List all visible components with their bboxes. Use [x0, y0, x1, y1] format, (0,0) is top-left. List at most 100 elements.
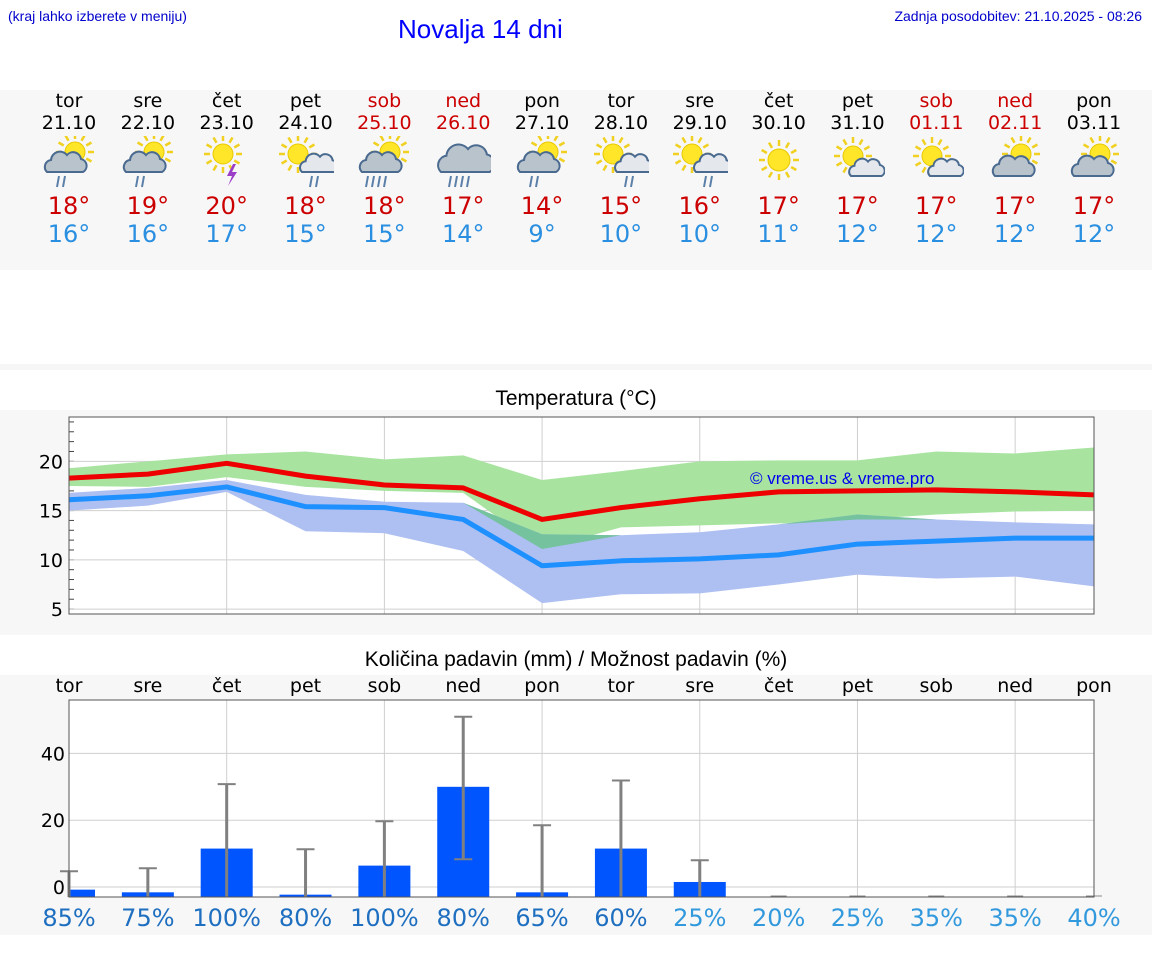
temp-max: 16°	[678, 192, 722, 220]
day-date: 01.11	[909, 112, 964, 134]
temp-max: 20°	[205, 192, 248, 220]
day-name: ned	[445, 90, 482, 112]
y-tick-label: 15	[39, 501, 63, 523]
precip-day-label: sre	[685, 675, 715, 697]
precip-day-label: tor	[55, 675, 83, 697]
temp-min: 10°	[678, 220, 722, 248]
weather-icon-holder	[31, 134, 107, 192]
precip-day-label: tor	[607, 675, 635, 697]
weather-icon-holder	[346, 134, 422, 192]
weather-icon-holder	[741, 134, 817, 192]
weather-icon-holder	[819, 134, 895, 192]
day-date: 23.10	[199, 112, 254, 134]
day-column: pon 27.10 14° 9°	[504, 90, 580, 248]
precip-probability: 75%	[121, 904, 175, 932]
day-column: ned 26.10 17° 14°	[425, 90, 501, 248]
y-tick-label: 20	[39, 451, 63, 473]
temperature-chart-title: Temperatura (°C)	[495, 387, 657, 410]
precip-probability: 25%	[830, 904, 885, 932]
day-name: čet	[763, 90, 794, 112]
temp-max: 17°	[836, 192, 879, 220]
day-name: pet	[841, 90, 874, 112]
sun-small-cloud-icon	[834, 137, 886, 177]
temp-min: 12°	[1072, 220, 1116, 248]
temp-max: 17°	[757, 192, 800, 220]
sun-thunderstorm-icon	[203, 136, 242, 186]
precip-probability: 100%	[192, 904, 261, 932]
day-column: sob 25.10 18° 15°	[346, 90, 422, 248]
partly-cloudy-rain-icon	[43, 136, 94, 188]
temp-max: 17°	[441, 192, 485, 220]
y-tick-label: 5	[51, 599, 63, 621]
day-name: sob	[919, 90, 954, 112]
temp-max: 17°	[993, 192, 1037, 220]
precipitation-chart-title: Količina padavin (mm) / Možnost padavin …	[364, 648, 788, 671]
weather-icon-holder	[583, 134, 659, 192]
day-column: pet 31.10 17° 12°	[819, 90, 895, 248]
range-overlap-band	[69, 480, 1094, 549]
precip-day-label: sre	[133, 675, 163, 697]
temp-min: 12°	[915, 220, 958, 248]
day-date: 26.10	[436, 112, 491, 134]
day-name: tor	[607, 90, 635, 112]
day-date: 22.10	[120, 112, 176, 134]
precip-bar	[69, 889, 95, 897]
y-tick-label: 40	[41, 743, 65, 765]
y-tick-label: 10	[39, 550, 63, 572]
location-hint: (kraj lahko izberete v meniju)	[8, 8, 187, 24]
weather-icon-holder	[504, 134, 580, 192]
day-date: 30.10	[751, 112, 806, 134]
temp-min: 9°	[528, 220, 556, 248]
weather-icon-holder	[425, 134, 501, 192]
partly-cloudy-icon	[1070, 136, 1119, 177]
day-date: 03.11	[1066, 112, 1122, 134]
temp-min: 12°	[993, 220, 1037, 248]
sun-cloud-rain-icon	[278, 136, 334, 188]
page-title: Novalja 14 dni	[398, 14, 563, 44]
day-name: čet	[211, 90, 242, 112]
precip-day-label: sob	[367, 675, 402, 697]
weather-icon-holder	[662, 134, 738, 192]
weather-icon-holder	[268, 134, 344, 192]
weather-icon-holder	[1056, 134, 1132, 192]
separator	[0, 364, 1152, 370]
plot-frame	[68, 416, 1095, 615]
temp-max: 14°	[520, 192, 564, 220]
partly-cloudy-icon	[991, 136, 1041, 177]
day-name: sre	[133, 90, 163, 112]
temp-max: 17°	[915, 192, 958, 220]
day-column: čet 30.10 17° 11°	[741, 90, 817, 248]
day-column: tor 21.10 18° 16°	[31, 90, 107, 248]
partly-cloudy-rain-icon	[122, 136, 173, 188]
precip-day-label: ned	[445, 675, 482, 697]
precip-probability: 25%	[673, 904, 727, 932]
day-name: pon	[1076, 90, 1112, 112]
day-column: sob 01.11 17° 12°	[898, 90, 974, 248]
precip-probability: 35%	[909, 904, 963, 932]
sun-cloud-rain-icon	[593, 136, 649, 188]
precip-probability: 20%	[751, 904, 806, 932]
temp-max: 18°	[47, 192, 91, 220]
precip-probability: 40%	[1067, 904, 1121, 932]
temp-min: 10°	[599, 220, 643, 248]
day-date: 24.10	[278, 112, 333, 134]
weather-icon-holder	[977, 134, 1053, 192]
day-date: 21.10	[41, 112, 97, 134]
temp-min: 15°	[363, 220, 406, 248]
precip-day-label: pon	[524, 675, 560, 697]
daily-forecast-band	[0, 90, 1152, 270]
weather-icon-holder	[189, 134, 265, 192]
precip-probability: 65%	[515, 904, 569, 932]
day-column: čet 23.10 20° 17°	[189, 90, 265, 248]
day-column: ned 02.11 17° 12°	[977, 90, 1053, 248]
temp-max: 18°	[363, 192, 406, 220]
sun-small-cloud-icon	[913, 137, 965, 177]
precip-day-label: sob	[919, 675, 954, 697]
day-date: 02.11	[987, 112, 1043, 134]
day-date: 28.10	[593, 112, 649, 134]
temp-max: 17°	[1072, 192, 1116, 220]
temp-max: 19°	[126, 192, 170, 220]
day-date: 25.10	[357, 112, 412, 134]
temp-min: 16°	[47, 220, 91, 248]
